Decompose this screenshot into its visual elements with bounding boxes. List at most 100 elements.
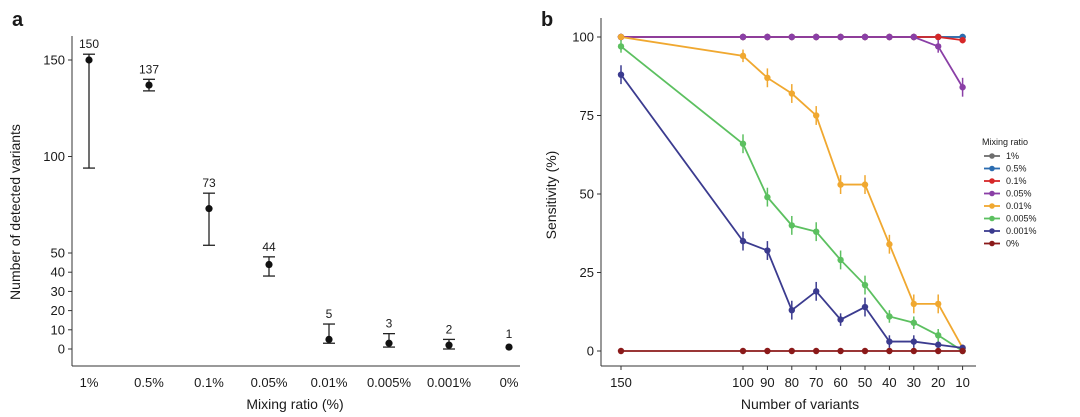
panel-b-point (935, 43, 942, 50)
panel-b-y-tick-label: 50 (580, 187, 594, 202)
panel-b-point (813, 33, 820, 41)
panel-b-point (739, 52, 747, 60)
panel-b-point (739, 237, 747, 245)
panel-a-point (265, 260, 273, 269)
panel-a-letter: a (12, 9, 24, 31)
panel-a-point (85, 56, 93, 64)
panel-a-x-tick-label: 0.01% (311, 375, 348, 390)
panel-b-point (788, 306, 795, 314)
panel-a-y-tick-label: 10 (51, 322, 65, 337)
panel-b: b 0 25 50 75 100 150 100 90 80 70 60 50 40 30 20 10 Num… (541, 9, 1037, 412)
legend-key-dot (989, 153, 995, 159)
panel-b-y-tick-label: 25 (580, 265, 594, 280)
panel-b-point (617, 71, 625, 78)
panel-b-point (764, 74, 771, 82)
panel-a-data-label: 137 (139, 62, 159, 76)
panel-b-point (886, 313, 893, 320)
legend-entry-label: 0.005% (1006, 214, 1037, 224)
panel-b-point (910, 33, 917, 41)
panel-b-point (935, 33, 942, 41)
panel-a-axes: 0 10 20 30 40 50 100 150 1% 0.5% 0.1% 0.05% 0.01% 0.0… (43, 36, 520, 390)
panel-a-x-tick-label: 0.005% (367, 375, 412, 390)
panel-b-y-tick-label: 0 (587, 344, 594, 359)
legend-key-dot (989, 240, 995, 247)
panel-b-point (617, 43, 625, 50)
panel-b-point (813, 228, 820, 235)
panel-b-point (837, 181, 844, 188)
panel-b-point (764, 193, 771, 201)
panel-b-x-tick-label: 100 (732, 375, 754, 390)
panel-b-x-tick-label: 90 (760, 375, 774, 390)
panel-b-point (739, 33, 747, 41)
panel-b-point (764, 347, 771, 355)
panel-b-point (910, 300, 917, 308)
panel-a-data-label: 3 (386, 317, 393, 331)
legend-title: Mixing ratio (982, 137, 1028, 147)
panel-b-legend: Mixing ratio 1% 0.5% 0.1% 0.05% 0.01% 0.005% 0… (982, 137, 1037, 249)
panel-b-y-tick-label: 75 (580, 108, 594, 123)
panel-a-y-tick-label: 100 (43, 149, 65, 164)
panel-a-data-label: 150 (79, 37, 99, 51)
panel-b-point (861, 181, 869, 188)
panel-b-point (837, 33, 844, 41)
panel-a-x-tick-label: 0.05% (251, 375, 288, 390)
panel-b-x-tick-label: 10 (955, 375, 969, 390)
panel-b-point (935, 300, 942, 308)
legend-entry-label: 0.001% (1006, 226, 1037, 236)
panel-a-data-label: 2 (446, 322, 453, 336)
panel-a-x-tick-label: 0.001% (427, 375, 472, 390)
panel-a-x-tick-label: 0.5% (134, 375, 164, 390)
panel-a-x-tick-label: 0.1% (194, 375, 224, 390)
panel-b-x-tick-label: 150 (610, 375, 632, 390)
panel-a-data-label: 44 (262, 240, 276, 254)
panel-a-x-axis-title: Mixing ratio (%) (246, 396, 343, 412)
panel-a-x-tick-label: 0% (500, 375, 519, 390)
panel-b-point (959, 347, 966, 355)
panel-b-point (861, 347, 869, 355)
legend-entry-label: 1% (1006, 151, 1019, 161)
panel-b-point (910, 338, 917, 345)
panel-b-x-tick-label: 30 (907, 375, 921, 390)
panel-b-point (910, 319, 917, 326)
panel-b-point (910, 347, 917, 355)
panel-b-point (861, 281, 869, 289)
panel-b-y-tick-label: 100 (572, 30, 594, 45)
panel-a-marks: 150 137 73 44 5 3 2 1 (79, 37, 513, 351)
panel-b-point (813, 288, 820, 295)
panel-a-point (505, 343, 513, 351)
panel-b-point (739, 347, 747, 355)
panel-a-y-tick-label: 20 (51, 303, 65, 318)
panel-b-point (617, 347, 625, 355)
panel-b-point (935, 341, 942, 348)
panel-b-point (739, 140, 747, 147)
panel-b-point (837, 316, 844, 323)
panel-b-point (935, 332, 942, 339)
panel-b-point (788, 33, 795, 41)
panel-b-x-tick-label: 20 (931, 375, 945, 390)
panel-a-x-tick-label: 1% (80, 375, 99, 390)
panel-b-point (886, 241, 893, 248)
legend-key-dot (989, 190, 995, 197)
panel-a-point (325, 335, 333, 343)
legend-key-dot (989, 203, 995, 209)
panel-a-y-axis-title: Number of detected variants (7, 124, 23, 300)
panel-b-point (959, 84, 966, 91)
panel-b-point (813, 347, 820, 355)
panel-b-marks (617, 33, 966, 355)
legend-key-dot (989, 178, 995, 184)
panel-b-x-tick-label: 70 (809, 375, 823, 390)
panel-b-x-tick-label: 50 (858, 375, 872, 390)
panel-b-point (764, 33, 771, 41)
legend-entry-label: 0.01% (1006, 201, 1032, 211)
panel-a-point (205, 205, 213, 213)
panel-b-point (959, 36, 966, 44)
panel-b-point (788, 347, 795, 355)
panel-a-data-label: 1 (506, 327, 513, 341)
panel-b-x-tick-label: 60 (833, 375, 847, 390)
panel-b-point (788, 90, 795, 97)
panel-b-point (764, 247, 771, 254)
panel-b-point (861, 33, 869, 41)
panel-b-x-axis-title: Number of variants (741, 396, 859, 412)
